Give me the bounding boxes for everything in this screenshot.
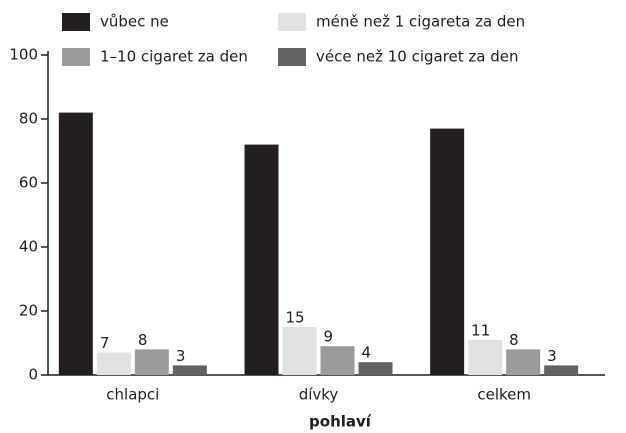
bar	[358, 362, 393, 375]
bar	[244, 144, 279, 375]
bar	[468, 339, 503, 375]
value-label: 82	[62, 115, 81, 133]
x-axis-title: pohlaví	[309, 413, 372, 431]
bar	[320, 346, 355, 375]
value-label: 8	[509, 331, 519, 349]
legend-swatch	[278, 13, 306, 31]
x-tick-label: chlapci	[106, 386, 159, 404]
value-label: 72	[248, 147, 267, 165]
bar	[134, 349, 169, 375]
y-tick-label: 20	[19, 302, 38, 320]
value-label: 9	[324, 328, 334, 346]
value-label: 11	[471, 321, 490, 339]
legend-swatch	[62, 48, 90, 66]
value-label: 3	[547, 347, 557, 365]
value-label: 3	[176, 347, 186, 365]
bar	[172, 365, 207, 375]
legend-label: véce než 10 cigaret za den	[316, 48, 519, 66]
x-tick-label: dívky	[299, 386, 339, 404]
legend-swatch	[278, 48, 306, 66]
y-tick-label: 0	[28, 366, 38, 384]
legend-label: méně než 1 cigareta za den	[316, 13, 525, 31]
bar	[430, 128, 465, 375]
legend-label: vůbec ne	[100, 13, 169, 31]
y-tick-label: 100	[9, 46, 38, 64]
value-label: 4	[362, 344, 372, 362]
x-tick-label: celkem	[477, 386, 531, 404]
value-label: 8	[138, 331, 148, 349]
legend-swatch	[62, 13, 90, 31]
value-label: 7	[100, 334, 110, 352]
bar	[544, 365, 579, 375]
y-tick-label: 40	[19, 238, 38, 256]
y-tick-label: 80	[19, 110, 38, 128]
bar	[96, 352, 131, 375]
bar	[58, 112, 93, 375]
value-label: 15	[286, 309, 305, 327]
value-label: 77	[433, 131, 452, 149]
legend-label: 1–10 cigaret za den	[100, 48, 248, 66]
y-tick-label: 60	[19, 174, 38, 192]
bar	[506, 349, 541, 375]
bar	[282, 327, 317, 375]
